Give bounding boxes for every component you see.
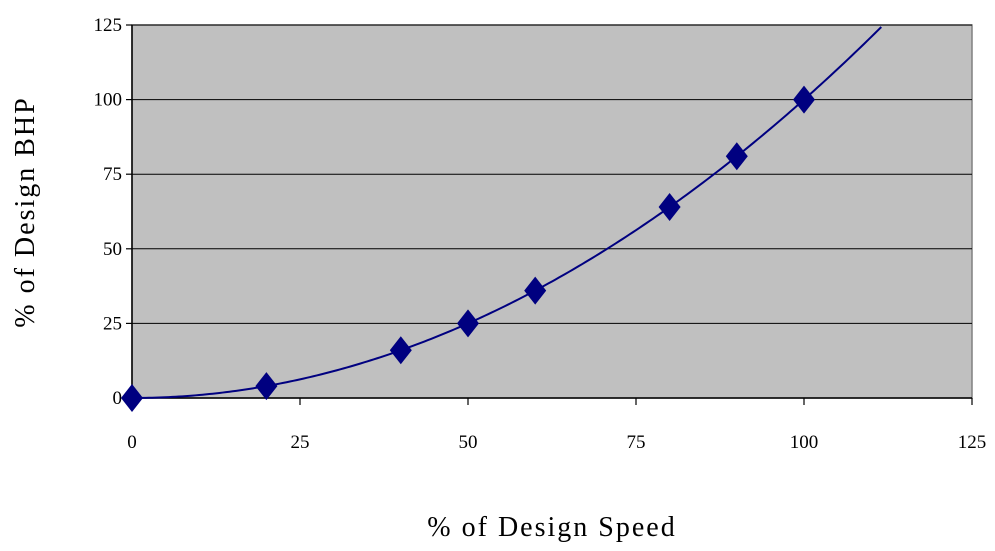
plot-area xyxy=(131,24,973,399)
data-point-6 xyxy=(725,142,748,171)
x-tick-label-2: 50 xyxy=(459,432,478,453)
gridlines xyxy=(132,24,972,324)
x-tick-label-5: 125 xyxy=(958,432,987,453)
y-tick-label-4: 100 xyxy=(94,90,123,111)
data-point-2 xyxy=(389,336,412,365)
data-markers xyxy=(121,85,815,412)
y-axis-ticks: 0 25 50 75 100 125 xyxy=(94,15,132,409)
y-axis-title: % of Design BHP xyxy=(10,96,41,327)
data-point-7 xyxy=(793,85,815,114)
y-tick-label-2: 50 xyxy=(103,239,122,260)
x-axis-ticks: 0 25 50 75 100 125 xyxy=(127,398,986,453)
data-point-4 xyxy=(524,276,547,305)
data-point-1 xyxy=(255,372,278,401)
y-tick-label-1: 25 xyxy=(103,313,122,334)
y-tick-label-0: 0 xyxy=(113,388,123,409)
data-point-0 xyxy=(121,384,143,412)
x-tick-label-0: 0 xyxy=(127,432,137,453)
x-axis-title: % of Design Speed xyxy=(427,512,676,543)
y-tick-label-5: 125 xyxy=(94,15,123,36)
x-tick-label-1: 25 xyxy=(291,432,310,453)
x-tick-label-3: 75 xyxy=(627,432,646,453)
data-point-5 xyxy=(658,193,681,222)
x-tick-label-4: 100 xyxy=(790,432,819,453)
y-tick-label-3: 75 xyxy=(103,164,122,185)
data-point-3 xyxy=(457,309,479,338)
